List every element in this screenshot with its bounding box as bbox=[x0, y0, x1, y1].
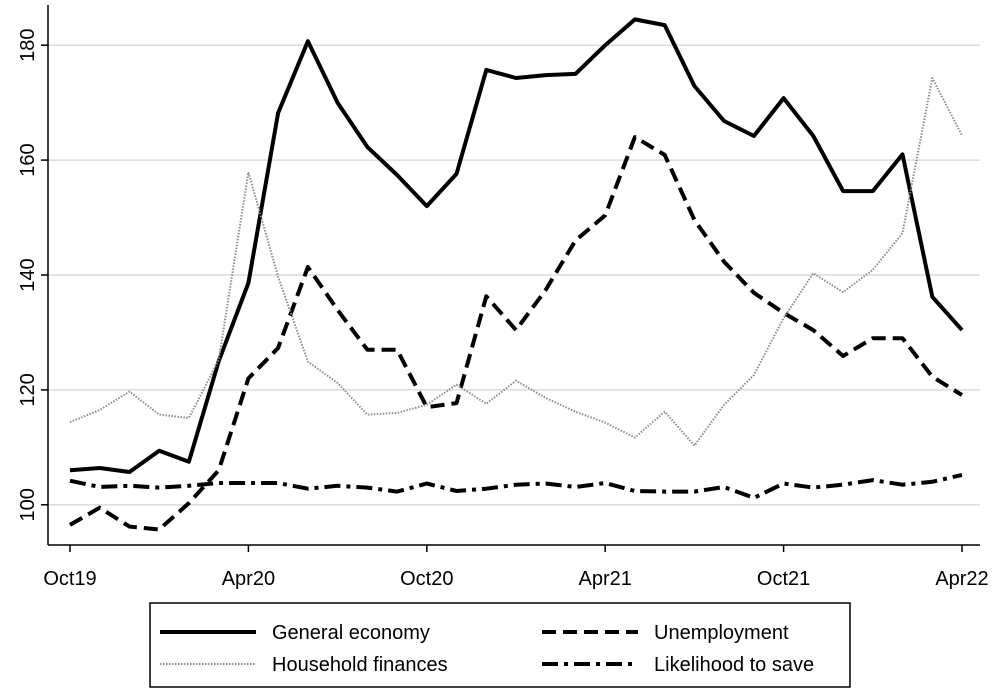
y-tick-label: 180 bbox=[17, 29, 39, 62]
legend-label: Unemployment bbox=[654, 622, 789, 644]
x-tick-label: Oct20 bbox=[400, 568, 453, 590]
line-series bbox=[68, 135, 964, 532]
x-tick-label: Apr20 bbox=[222, 568, 275, 590]
y-tick-label: 160 bbox=[17, 143, 39, 176]
y-tick-label: 100 bbox=[17, 488, 39, 521]
x-tick-label: Oct21 bbox=[757, 568, 810, 590]
y-tick-label: 120 bbox=[17, 373, 39, 406]
legend-label: Household finances bbox=[272, 654, 448, 676]
legend-label: General economy bbox=[272, 622, 430, 644]
line-series bbox=[69, 77, 963, 447]
legend-box bbox=[149, 602, 851, 688]
legend-label: Likelihood to save bbox=[654, 654, 814, 676]
x-tick-label: Apr22 bbox=[935, 568, 988, 590]
y-tick-label: 140 bbox=[17, 258, 39, 291]
x-tick-label: Oct19 bbox=[43, 568, 96, 590]
line-series bbox=[69, 472, 963, 500]
x-tick-label: Apr21 bbox=[579, 568, 632, 590]
